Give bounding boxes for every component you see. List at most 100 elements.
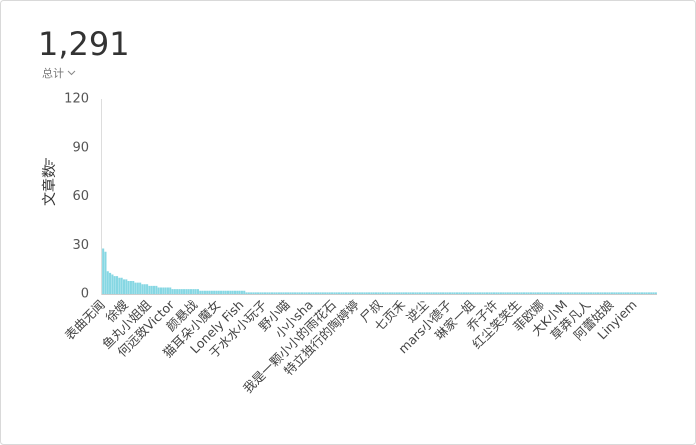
bar: [250, 292, 253, 294]
bar: [307, 292, 311, 294]
bar: [173, 289, 176, 294]
bar: [585, 292, 588, 294]
bar: [465, 292, 468, 294]
bar: [192, 289, 195, 294]
bar: [363, 292, 366, 294]
bar: [259, 292, 262, 294]
bar: [111, 274, 114, 294]
caption-chevron[interactable]: [67, 70, 76, 76]
bar: [282, 292, 285, 294]
bar: [187, 289, 190, 294]
bar: [411, 292, 415, 294]
bar: [319, 292, 322, 294]
bar: [372, 292, 375, 294]
bar: [300, 292, 304, 294]
bar: [407, 292, 410, 294]
bar: [485, 292, 489, 294]
bar: [532, 292, 535, 294]
bar: [460, 292, 463, 294]
bar: [446, 292, 449, 294]
bar: [354, 292, 357, 294]
bar: [518, 292, 521, 294]
y-title-icon: [45, 158, 53, 165]
bar: [423, 292, 426, 294]
bar: [638, 292, 641, 294]
bar: [136, 282, 139, 294]
bar: [317, 292, 320, 294]
bar: [386, 292, 389, 294]
headline-caption[interactable]: 总计: [42, 66, 64, 80]
bar: [483, 292, 486, 294]
bar: [162, 287, 165, 294]
bar: [610, 292, 613, 294]
bar: [520, 292, 523, 294]
bar: [220, 290, 223, 294]
bar: [444, 292, 447, 294]
y-tick-label: 30: [72, 238, 89, 253]
bar: [270, 292, 274, 294]
bar: [233, 290, 237, 294]
bar: [559, 292, 563, 294]
bar: [215, 290, 218, 294]
bar: [277, 292, 280, 294]
bar: [368, 292, 371, 294]
bar: [435, 292, 438, 294]
bar: [273, 292, 276, 294]
bar: [125, 279, 128, 294]
bar: [245, 292, 248, 294]
bar: [169, 287, 172, 294]
bar: [377, 292, 380, 294]
bar: [548, 292, 551, 294]
y-tick-label: 120: [64, 92, 89, 107]
bar: [442, 292, 445, 294]
bar: [347, 292, 350, 294]
bar: [127, 281, 130, 294]
bar: [606, 292, 609, 294]
bar: [522, 292, 526, 294]
bar: [203, 290, 206, 294]
bar: [557, 292, 560, 294]
bar: [613, 292, 616, 294]
bar: [296, 292, 299, 294]
bar: [620, 292, 623, 294]
bar: [344, 292, 348, 294]
bar: [118, 277, 121, 294]
bar: [349, 292, 352, 294]
bar: [539, 292, 542, 294]
bar: [310, 292, 313, 294]
bar: [462, 292, 465, 294]
bar: [479, 292, 482, 294]
bar: [185, 289, 188, 294]
bar: [199, 290, 202, 294]
bar: [562, 292, 565, 294]
bar: [511, 292, 514, 294]
bar: [263, 292, 267, 294]
bar: [506, 292, 509, 294]
bar: [430, 292, 433, 294]
bar: [222, 290, 225, 294]
bar: [652, 292, 655, 294]
bar: [578, 292, 581, 294]
y-tick-label: 60: [72, 189, 89, 204]
bar: [194, 289, 197, 294]
bar: [240, 290, 243, 294]
bar: [379, 292, 382, 294]
bar: [550, 292, 553, 294]
bar: [458, 292, 461, 294]
bar: [206, 290, 209, 294]
bar: [534, 292, 537, 294]
bar: [388, 292, 391, 294]
bar: [516, 292, 519, 294]
bar: [393, 292, 396, 294]
bar: [596, 292, 600, 294]
bar: [428, 292, 431, 294]
bar: [617, 292, 620, 294]
bar: [326, 292, 329, 294]
bar: [402, 292, 405, 294]
bar: [365, 292, 368, 294]
bar: [139, 282, 142, 294]
bar: [395, 292, 398, 294]
bar: [294, 292, 297, 294]
bar: [513, 292, 516, 294]
bar: [555, 292, 558, 294]
